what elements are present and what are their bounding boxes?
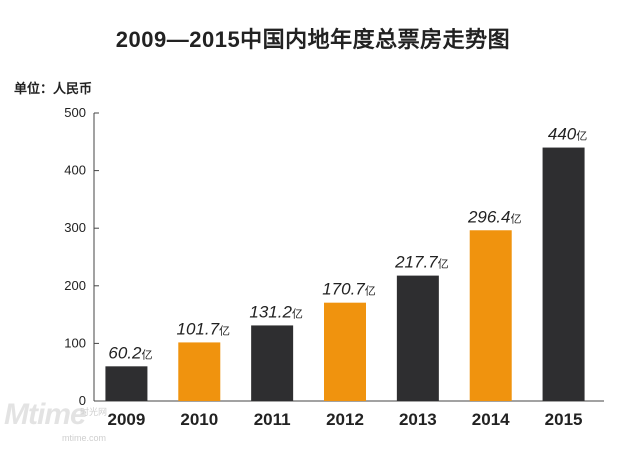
y-tick-label: 400 bbox=[64, 163, 86, 178]
data-label-unit: 亿 bbox=[219, 324, 230, 337]
data-label-value: 101.7 bbox=[177, 319, 220, 338]
y-tick-label: 300 bbox=[64, 220, 86, 235]
data-label-2009: 60.2亿 bbox=[108, 343, 152, 362]
x-tick-label: 2013 bbox=[399, 410, 437, 429]
data-label-2014: 296.4亿 bbox=[467, 207, 522, 226]
x-tick-label: 2010 bbox=[180, 410, 218, 429]
data-label-unit: 亿 bbox=[141, 348, 152, 361]
y-tick-label: 500 bbox=[64, 105, 86, 120]
data-label-value: 440 bbox=[548, 125, 577, 144]
unit-label: 单位：人民币 bbox=[14, 81, 93, 96]
watermark-sub1: 时光网 bbox=[80, 407, 108, 417]
data-label-2011: 131.2亿 bbox=[249, 302, 303, 321]
x-tick-label: 2015 bbox=[545, 410, 583, 429]
data-label-unit: 亿 bbox=[510, 212, 521, 225]
data-label-unit: 亿 bbox=[365, 285, 376, 298]
data-label-2012: 170.7亿 bbox=[322, 280, 376, 299]
data-label-value: 217.7 bbox=[394, 253, 438, 272]
bar-2014 bbox=[469, 230, 512, 401]
data-label-value: 60.2 bbox=[108, 343, 142, 362]
data-label-value: 296.4 bbox=[467, 207, 511, 226]
bar-2009 bbox=[105, 366, 148, 401]
y-tick-label: 100 bbox=[64, 335, 86, 350]
data-label-2010: 101.7亿 bbox=[177, 319, 231, 338]
data-label-unit: 亿 bbox=[292, 307, 303, 320]
y-tick-label: 200 bbox=[64, 278, 86, 293]
data-label-value: 170.7 bbox=[322, 280, 365, 299]
data-label-2013: 217.7亿 bbox=[394, 253, 449, 272]
x-tick-label: 2009 bbox=[108, 410, 146, 429]
x-tick-label: 2011 bbox=[254, 410, 291, 429]
x-tick-label: 2012 bbox=[326, 410, 364, 429]
bar-2015 bbox=[542, 147, 585, 401]
watermark-sub2: mtime.com bbox=[62, 433, 107, 443]
data-label-2015: 440亿 bbox=[548, 125, 587, 144]
chart-title: 2009—2015中国内地年度总票房走势图 bbox=[115, 27, 511, 52]
data-label-unit: 亿 bbox=[576, 130, 587, 143]
bar-2011 bbox=[251, 325, 294, 401]
bar-2012 bbox=[324, 302, 366, 401]
x-tick-label: 2014 bbox=[472, 410, 510, 429]
bar-2010 bbox=[178, 342, 221, 401]
data-label-value: 131.2 bbox=[249, 302, 292, 321]
watermark-logo: Mtime bbox=[4, 398, 87, 431]
bar-2013 bbox=[396, 275, 439, 401]
data-label-unit: 亿 bbox=[438, 258, 449, 271]
y-tick-label: 0 bbox=[79, 393, 86, 408]
